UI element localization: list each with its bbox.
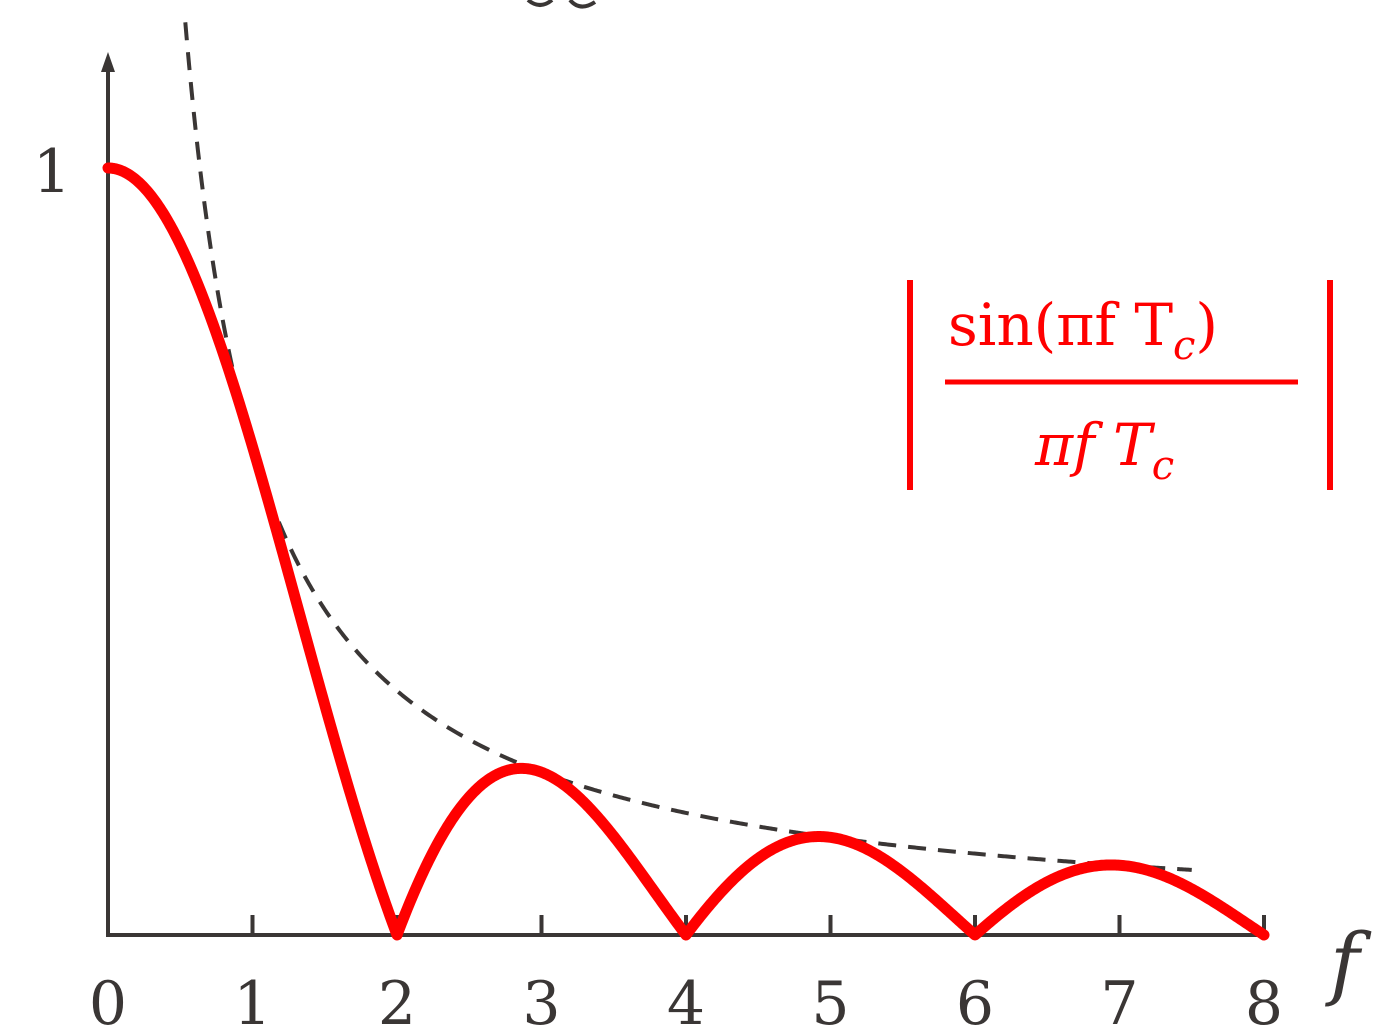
x-axis-label: f [1325, 916, 1372, 1009]
x-tick-label-1: 1 [233, 969, 271, 1032]
x-tick-label-6: 6 [956, 969, 994, 1032]
numerator-sub: c [1173, 323, 1195, 369]
numerator-close: ) [1195, 291, 1218, 359]
x-tick-label-7: 7 [1100, 969, 1138, 1032]
x-tick-label-4: 4 [667, 969, 705, 1032]
x-tick-label-0: 0 [89, 969, 127, 1032]
formula-denominator: πf Tc [1034, 411, 1174, 489]
x-tick-label-8: 8 [1245, 969, 1283, 1032]
sinc-magnitude-line [102, 162, 1270, 941]
denominator-sub: c [1152, 443, 1174, 489]
y-tick-label-1: 1 [33, 137, 71, 207]
x-tick-label-2: 2 [378, 969, 416, 1032]
numerator-main: sin(πf T [948, 291, 1173, 359]
x-tick-labels: 0 1 2 3 4 5 6 7 8 [89, 969, 1283, 1032]
envelope-dashed-line [183, 22, 1192, 872]
cropped-top-glyph [526, 0, 597, 9]
formula-annotation: sin(πf Tc) πf Tc [907, 280, 1333, 490]
formula-numerator: sin(πf Tc) [948, 291, 1218, 369]
y-tick-labels: 1 [33, 137, 71, 207]
x-tick-label-5: 5 [811, 969, 849, 1032]
axes [101, 52, 1265, 937]
x-tick-label-3: 3 [522, 969, 560, 1032]
y-axis-arrowhead [101, 52, 115, 72]
denominator-main: πf T [1034, 411, 1156, 479]
